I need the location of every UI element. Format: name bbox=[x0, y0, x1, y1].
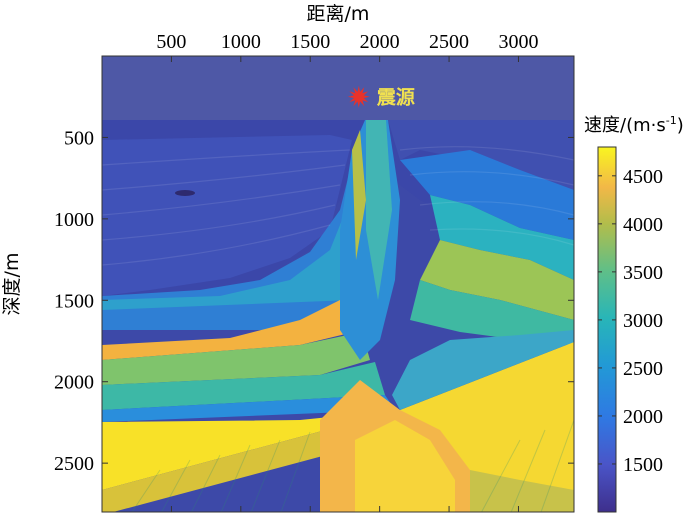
x-tick-label: 2000 bbox=[360, 31, 400, 53]
colorbar-label: 速度/(m·s-1) bbox=[584, 114, 684, 136]
y-tick-label: 500 bbox=[64, 127, 94, 149]
y-tick-label: 2000 bbox=[54, 372, 94, 394]
colorbar: 1500 2000 2500 3000 3500 4000 4500 速度/(m·s-1) bbox=[584, 114, 684, 513]
y-tick-label: 1500 bbox=[54, 290, 94, 312]
x-tick-label: 500 bbox=[156, 31, 186, 53]
x-axis-ticks: 500 1000 1500 2000 2500 3000 bbox=[156, 31, 538, 512]
source-annotation: 震源 bbox=[347, 85, 415, 109]
colorbar-ticks: 1500 2000 2500 3000 3500 4000 4500 bbox=[598, 166, 663, 476]
colorbar-tick-label: 3000 bbox=[623, 310, 663, 332]
x-tick-label: 1500 bbox=[290, 31, 330, 53]
source-label: 震源 bbox=[377, 86, 415, 109]
colorbar-tick-label: 3500 bbox=[623, 262, 663, 284]
x-tick-label: 1000 bbox=[221, 31, 261, 53]
x-tick-label: 3000 bbox=[498, 31, 538, 53]
colorbar-gradient bbox=[597, 146, 617, 513]
colorbar-tick-label: 2500 bbox=[623, 358, 663, 380]
x-axis-label: 距离/m bbox=[307, 3, 370, 25]
y-tick-label: 2500 bbox=[54, 453, 94, 475]
y-axis-ticks: 500 1000 1500 2000 2500 bbox=[54, 127, 574, 475]
y-axis-label: 深度/m bbox=[1, 253, 23, 316]
colorbar-tick-label: 4500 bbox=[623, 166, 663, 188]
colorbar-tick-label: 2000 bbox=[623, 406, 663, 428]
plot-frame bbox=[101, 55, 575, 513]
x-tick-label: 2500 bbox=[429, 31, 469, 53]
colorbar-tick-label: 1500 bbox=[623, 454, 663, 476]
source-star-icon bbox=[347, 85, 370, 108]
colorbar-tick-label: 4000 bbox=[623, 214, 663, 236]
velocity-heatmap bbox=[102, 56, 574, 512]
y-tick-label: 1000 bbox=[54, 209, 94, 231]
